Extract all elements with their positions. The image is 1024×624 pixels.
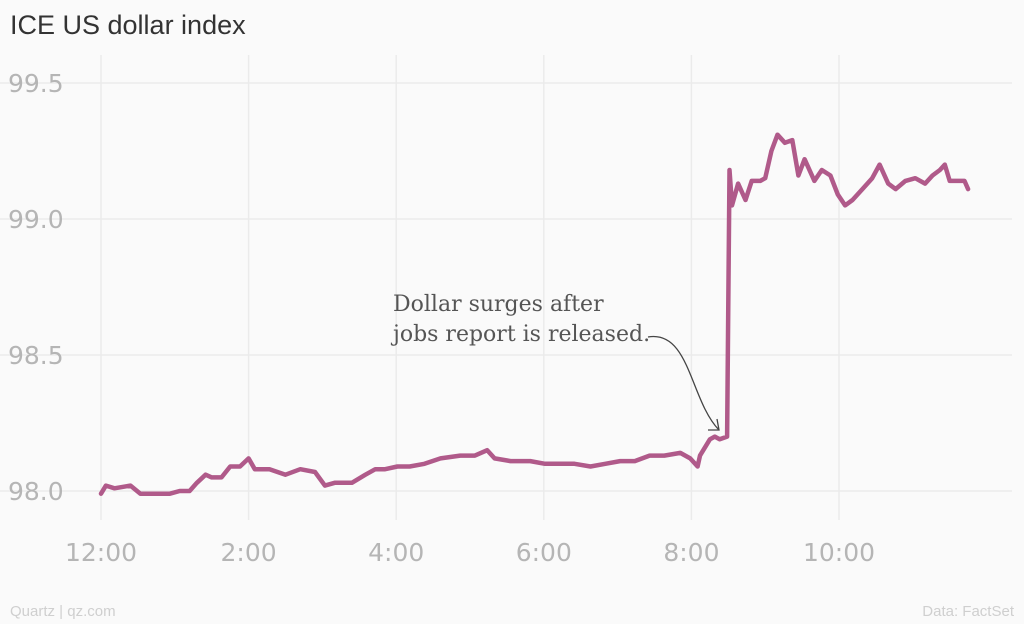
annotation-arrow [647, 336, 720, 431]
x-tick-label: 10:00 [803, 538, 875, 567]
x-tick-label: 4:00 [368, 538, 424, 567]
series-line [98, 132, 971, 496]
x-tick-label: 8:00 [663, 538, 719, 567]
chart-title: ICE US dollar index [10, 10, 246, 40]
annotation-text: jobs report is released. [390, 322, 650, 347]
annotation-text: Dollar surges after [393, 292, 604, 317]
footer-data-credit: Data: FactSet [922, 603, 1014, 620]
x-tick-label: 6:00 [516, 538, 572, 567]
annotation-arrowhead [708, 418, 720, 431]
y-tick-label: 99.0 [8, 205, 64, 234]
x-tick-label: 2:00 [221, 538, 277, 567]
y-tick-label: 98.5 [8, 341, 64, 370]
y-tick-label: 98.0 [8, 477, 64, 506]
footer-source-credit: Quartz | qz.com [10, 603, 116, 620]
x-tick-label: 12:00 [65, 538, 137, 567]
y-tick-label: 99.5 [8, 69, 64, 98]
